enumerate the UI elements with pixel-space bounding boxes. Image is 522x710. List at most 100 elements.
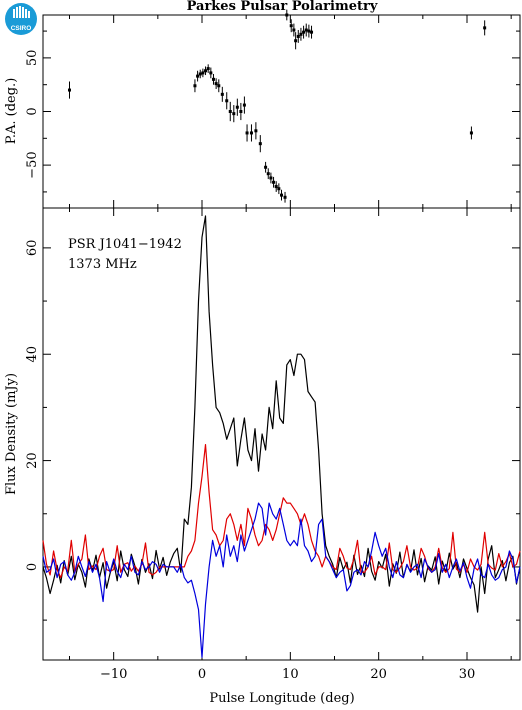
pa-point <box>214 78 218 89</box>
pa-marker <box>296 34 300 38</box>
pa-marker <box>201 71 205 75</box>
pa-point <box>209 67 213 79</box>
pa-marker <box>193 84 197 88</box>
flux-y-tick-label: 40 <box>25 346 40 363</box>
flux-xlabel: Pulse Longitude (deg) <box>209 691 354 706</box>
pa-marker <box>68 88 71 92</box>
pa-marker <box>304 28 308 32</box>
pa-marker <box>198 72 202 76</box>
pa-point <box>217 79 221 93</box>
x-tick-label: 10 <box>282 667 299 682</box>
pa-marker <box>204 69 208 73</box>
pa-marker <box>289 24 293 28</box>
logo-text: CSIRO <box>11 25 32 32</box>
pa-point <box>307 24 311 38</box>
pa-point <box>304 23 308 37</box>
pa-marker <box>274 185 278 189</box>
pa-marker <box>310 30 314 34</box>
pa-point <box>266 168 270 180</box>
pa-marker <box>469 131 473 135</box>
flux-ylabel: Flux Density (mJy) <box>4 373 19 495</box>
pa-marker <box>214 82 218 86</box>
pa-marker <box>225 99 229 103</box>
pa-point <box>310 25 314 39</box>
pa-marker <box>209 71 213 75</box>
pa-marker <box>235 105 239 109</box>
pa-point <box>68 81 71 99</box>
pa-marker <box>211 77 215 81</box>
pa-point <box>289 19 293 33</box>
pa-marker <box>232 112 236 116</box>
pa-point <box>299 27 303 41</box>
csiro-logo: CSIRO <box>5 3 37 35</box>
pa-marker <box>294 39 298 43</box>
pa-marker <box>266 172 270 176</box>
pa-marker <box>264 165 268 169</box>
flux-panel-frame <box>42 207 521 661</box>
pa-point <box>280 189 283 201</box>
pa-marker <box>220 92 224 96</box>
pa-point <box>225 92 229 110</box>
pa-marker <box>272 180 276 184</box>
pa-point <box>294 32 298 50</box>
flux-y-tick-label: 0 <box>25 563 40 571</box>
pa-point <box>269 172 273 184</box>
pa-marker <box>249 131 253 135</box>
pa-point <box>254 122 258 140</box>
pa-marker <box>228 110 232 113</box>
pa-marker <box>307 29 311 33</box>
flux-lines-layer <box>42 215 521 658</box>
pa-point <box>285 9 289 21</box>
pa-ylabel: P.A. (deg.) <box>4 78 19 145</box>
pa-point <box>239 102 243 121</box>
pa-panel-frame <box>42 14 521 209</box>
pa-point <box>204 66 208 76</box>
pa-point <box>245 124 249 142</box>
pa-marker <box>302 30 306 34</box>
pa-point <box>235 98 239 116</box>
pa-point <box>249 124 253 142</box>
pa-point <box>193 79 197 93</box>
pa-point <box>264 161 268 173</box>
flux-y-tick-label: 60 <box>25 240 40 257</box>
pa-point <box>277 183 281 195</box>
pulsar-name-annotation: PSR J1041−1942 <box>68 237 182 252</box>
pa-point <box>272 176 276 188</box>
pa-marker <box>283 195 287 199</box>
pa-point <box>242 96 246 114</box>
pa-point <box>292 23 296 37</box>
pa-marker <box>245 131 249 135</box>
x-tick-label: 20 <box>370 667 387 682</box>
pa-marker <box>269 176 273 180</box>
pa-point <box>198 69 202 79</box>
pa-point <box>211 73 215 85</box>
pa-point <box>206 64 210 73</box>
pa-y-tick-label: −50 <box>25 151 40 178</box>
flux-y-tick-label: 20 <box>25 452 40 469</box>
pa-point <box>469 126 473 140</box>
pa-point <box>201 68 205 78</box>
pa-point <box>228 101 232 122</box>
pa-marker <box>217 84 221 88</box>
pa-point <box>220 86 224 102</box>
pa-marker <box>285 13 289 17</box>
pa-marker <box>280 193 283 197</box>
pa-point <box>483 20 487 36</box>
pa-y-tick-label: 50 <box>25 50 40 67</box>
x-tick-label: 0 <box>198 667 206 682</box>
logo-mark-icon <box>13 6 30 18</box>
flux-series-0 <box>42 215 521 613</box>
pa-marker <box>239 110 243 113</box>
pa-marker <box>277 187 281 191</box>
pa-marker <box>206 67 210 71</box>
pa-point <box>274 181 278 192</box>
pa-marker <box>292 28 296 32</box>
pa-point <box>258 135 262 153</box>
x-tick-label: −10 <box>100 667 127 682</box>
pa-marker <box>254 129 258 133</box>
chart-title: Parkes Pulsar Polarimetry <box>187 0 378 14</box>
pa-point <box>196 70 200 82</box>
pa-point <box>296 30 300 43</box>
flux-series-2 <box>42 502 521 658</box>
